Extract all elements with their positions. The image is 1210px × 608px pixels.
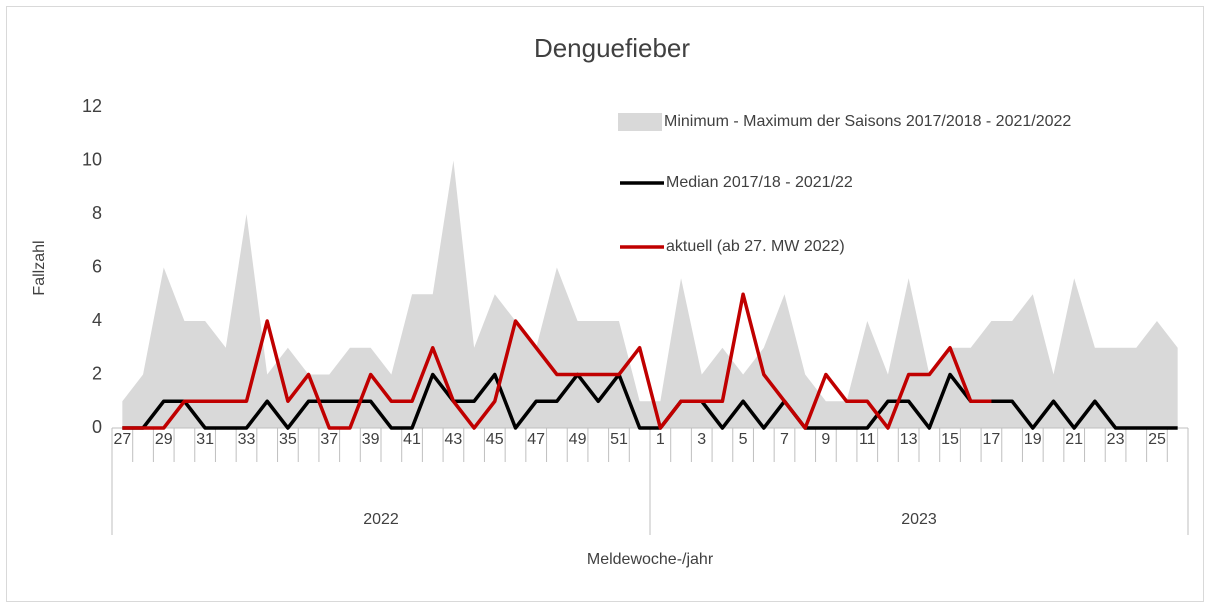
x-tick-label: 33 (238, 431, 256, 448)
y-tick-label: 6 (92, 256, 102, 276)
x-tick-label: 51 (610, 431, 628, 448)
x-tick-label: 1 (656, 431, 665, 448)
x-tick-label: 45 (486, 431, 504, 448)
y-tick-label: 0 (92, 417, 102, 437)
series-line (122, 372, 1178, 430)
y-tick-label: 12 (82, 96, 102, 116)
y-tick-label: 4 (92, 310, 102, 330)
range-area (122, 160, 1178, 428)
group-label: 2023 (901, 511, 937, 528)
x-tick-label: 9 (821, 431, 830, 448)
x-tick-label: 7 (780, 431, 789, 448)
x-tick-label: 43 (445, 431, 463, 448)
legend-swatch (618, 113, 662, 131)
y-tick-label: 8 (92, 203, 102, 223)
series-line (122, 292, 992, 430)
x-tick-label: 35 (279, 431, 297, 448)
x-tick-label: 11 (859, 431, 876, 448)
x-tick-label: 41 (403, 431, 421, 448)
x-tick-label: 23 (1107, 431, 1125, 448)
y-tick-label: 2 (92, 363, 102, 383)
x-axis-label: Meldewoche-/jahr (587, 551, 714, 568)
x-tick-label: 15 (941, 431, 959, 448)
x-tick-label: 21 (1065, 431, 1083, 448)
x-tick-label: 29 (155, 431, 173, 448)
x-tick-label: 13 (900, 431, 918, 448)
x-tick-label: 47 (527, 431, 545, 448)
legend-label: Minimum - Maximum der Saisons 2017/2018 … (664, 113, 1071, 130)
chart-title: Denguefieber (534, 33, 690, 63)
legend-label: aktuell (ab 27. MW 2022) (666, 238, 845, 255)
x-tick-label: 31 (196, 431, 214, 448)
legend-label: Median 2017/18 - 2021/22 (666, 174, 853, 191)
x-tick-label: 37 (320, 431, 338, 448)
y-axis-label: Fallzahl (31, 240, 48, 295)
x-tick-label: 19 (1024, 431, 1042, 448)
x-tick-label: 5 (739, 431, 748, 448)
x-tick-label: 17 (983, 431, 1001, 448)
y-tick-label: 10 (82, 149, 102, 169)
x-tick-label: 49 (569, 431, 587, 448)
x-tick-label: 27 (113, 431, 131, 448)
chart-frame (6, 6, 1204, 602)
x-tick-label: 39 (362, 431, 380, 448)
x-tick-label: 25 (1148, 431, 1166, 448)
x-tick-label: 3 (697, 431, 706, 448)
group-label: 2022 (363, 511, 399, 528)
